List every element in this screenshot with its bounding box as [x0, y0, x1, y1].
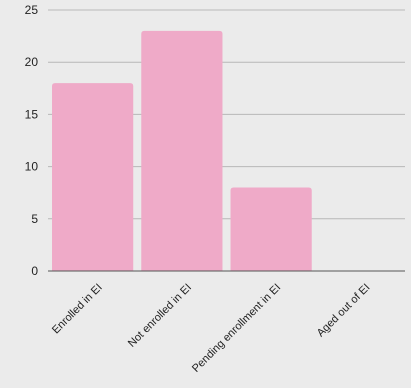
- bar: [141, 30, 223, 271]
- bars: [52, 30, 312, 271]
- y-axis-ticks: 0 5 10 15 20 25: [25, 3, 39, 278]
- y-tick-label: 0: [31, 264, 38, 278]
- bar: [52, 83, 134, 271]
- y-tick-label: 25: [25, 3, 39, 17]
- y-tick-label: 15: [25, 107, 39, 121]
- y-tick-label: 20: [25, 55, 39, 69]
- bar: [230, 187, 312, 271]
- y-tick-label: 10: [25, 160, 39, 174]
- y-tick-label: 5: [31, 212, 38, 226]
